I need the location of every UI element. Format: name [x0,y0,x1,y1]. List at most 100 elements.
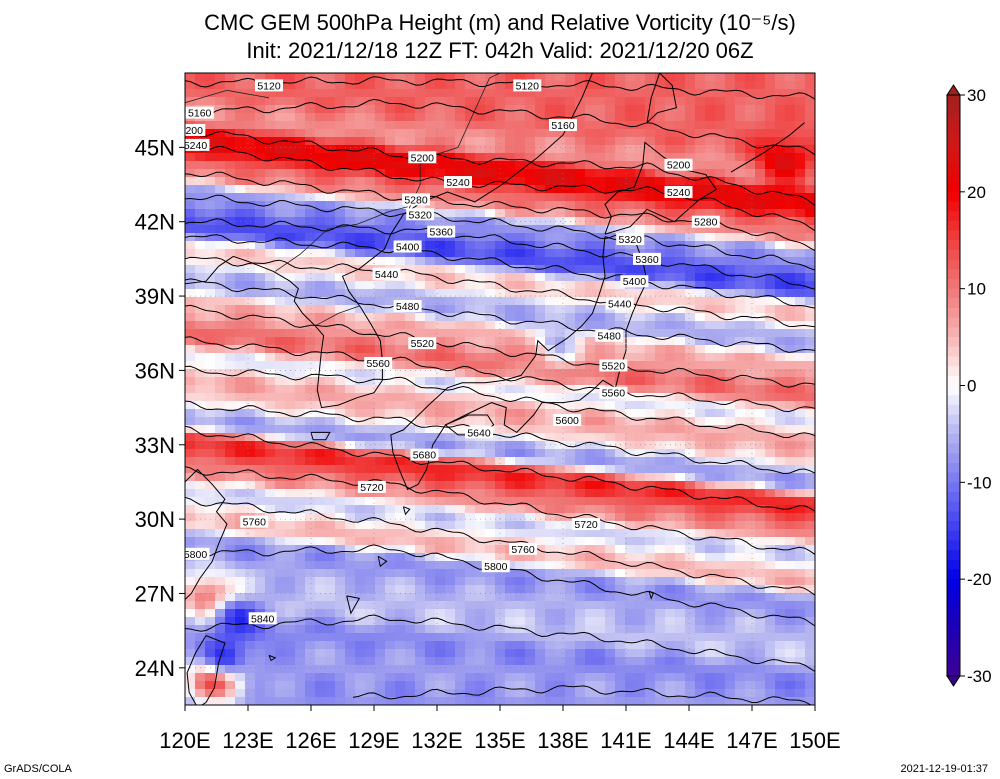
contour-label-bg [410,448,439,461]
y-tick-label: 42N [135,210,175,235]
contour-label-bg [599,386,628,399]
colorbar-segment [947,143,960,154]
colorbar-segment [947,617,960,629]
colorbar-segment [947,278,960,290]
contour-label: 5760 [243,517,267,529]
y-tick-label: 27N [135,581,175,606]
contour-label-bg [509,542,538,555]
contour-5200 [185,129,815,206]
colorbar-segment [947,124,960,135]
colorbar-segment [947,540,960,551]
contour-5400 [185,234,815,309]
colorbar-segment [947,501,960,512]
contour-5640 [185,400,815,475]
colorbar-segment [947,95,960,106]
coastline [268,654,277,662]
contour-label: 5560 [602,388,626,400]
colorbar-segment [947,346,960,358]
contour-label: 5200 [667,160,691,172]
colorbar-segment [947,492,960,503]
colorbar-segment [947,521,960,532]
contour-label: 5240 [446,177,470,189]
contour-label: 5440 [375,269,399,281]
colorbar-segment [947,598,960,609]
y-tick-label: 36N [135,358,175,383]
contour-label-bg [549,119,577,132]
colorbar-tick-label: -10 [967,473,992,492]
contour-label-bg [595,329,624,342]
colorbar-segment [947,191,960,203]
colorbar-bottom-arrow [946,675,961,687]
contour-label-bg [185,547,210,560]
contour-label-bg [620,275,649,288]
colorbar-segment [947,569,960,580]
contour-label: 5280 [694,217,718,229]
colorbar-segment [947,172,960,183]
contour-5480 [185,278,815,353]
software-credit: GrADS/COLA [4,763,72,775]
contour-5160 [185,98,815,156]
x-tick-label: 123E [222,728,273,753]
coastline [346,595,361,615]
contour-5880 [352,685,813,705]
contour-label-bg [255,79,283,92]
colorbar-segment [947,462,960,474]
colorbar-segment [947,453,960,464]
contour-label-bg [408,337,437,350]
contour-label-bg [240,515,269,528]
contour-label: 5520 [411,338,435,350]
contour-label: 5720 [360,482,384,494]
colorbar-segment [947,182,960,193]
creation-timestamp: 2021-12-19-01:37 [900,763,988,775]
x-tick-label: 129E [348,728,399,753]
colorbar-segment [947,230,960,241]
colorbar-segment [947,579,960,590]
coastlines [185,73,805,705]
contour-label-bg [572,518,601,531]
contour-label: 5360 [635,254,659,266]
contour-label: 5160 [551,120,575,132]
contour-label: 5400 [396,241,420,253]
contour-label: 5200 [411,152,435,164]
contour-label-bg [185,124,206,137]
contour-5240 [185,145,815,232]
colorbar-segment [947,337,960,348]
contour-label: 5760 [511,544,535,556]
contour-label-bg [481,560,510,573]
graticule [185,73,815,705]
x-tick-label: 144E [663,728,714,753]
contour-label-bg [605,297,634,310]
colorbar-segment [947,550,960,561]
contour-label: 5160 [188,108,212,120]
colorbar-segment [947,133,960,145]
contour-label: 5480 [396,301,420,313]
coastline [185,73,593,409]
colorbar-segment [947,240,960,251]
contour-5560 [185,336,815,413]
colorbar-segment [947,211,960,222]
colorbar-segment [947,114,960,125]
colorbar-segment [947,104,960,115]
x-tick-label: 138E [537,728,588,753]
contour-label: 5440 [608,298,632,310]
contour-label: 5120 [257,80,281,92]
contour-label-bg [248,612,277,625]
x-tick-label: 120E [159,728,210,753]
colorbar-segment [947,646,960,658]
contour-5600 [185,365,815,439]
coastline [646,73,677,123]
contour-label-bg [357,480,386,493]
contour-label-bg [406,208,435,221]
contour-5760 [185,496,815,596]
contour-label-bg [553,413,582,426]
y-axis: 24N 27N 30N 33N 36N 39N 42N 45N [135,135,185,681]
contour-5320 [185,194,815,271]
contour-label: 5560 [367,358,391,370]
colorbar-segment [947,327,960,338]
coastline [730,122,805,173]
contour-label: 5400 [623,276,647,288]
contour-label-bg [393,240,422,253]
border-line [185,89,270,104]
border-line [315,305,360,327]
